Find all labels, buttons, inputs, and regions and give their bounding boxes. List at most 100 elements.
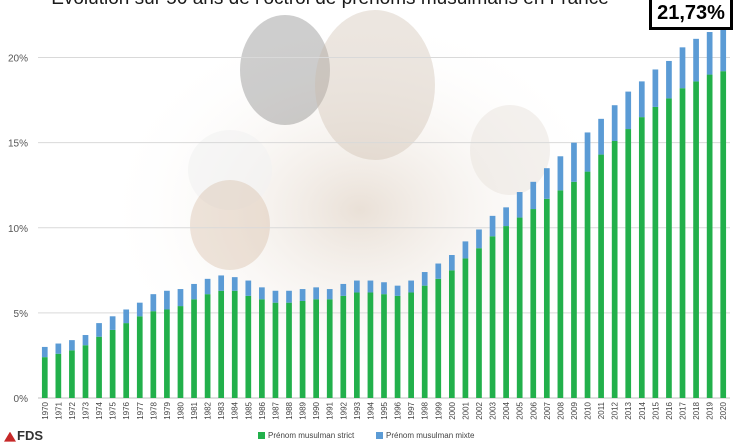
x-tick-label: 1994 bbox=[366, 401, 375, 419]
bar-strict bbox=[476, 248, 482, 398]
x-tick-label: 2011 bbox=[597, 401, 606, 419]
bar-mixte bbox=[516, 192, 523, 218]
bar-strict bbox=[720, 71, 727, 398]
x-tick-label: 2010 bbox=[584, 401, 593, 419]
bar-mixte bbox=[381, 282, 387, 295]
bar-strict bbox=[598, 154, 604, 398]
x-tick-label: 2016 bbox=[665, 401, 674, 419]
legend-item-strict: Prénom musulman strict bbox=[258, 431, 354, 440]
x-tick-label: 1970 bbox=[41, 401, 50, 419]
bar-strict bbox=[462, 258, 469, 398]
x-tick-label: 1988 bbox=[285, 401, 294, 419]
x-tick-label: 2007 bbox=[543, 401, 552, 419]
x-tick-label: 1975 bbox=[109, 401, 118, 419]
x-tick-label: 2008 bbox=[556, 401, 565, 419]
x-tick-label: 2009 bbox=[570, 401, 579, 419]
bar-strict bbox=[408, 292, 414, 398]
x-tick-label: 1999 bbox=[434, 401, 443, 419]
logo: FDS bbox=[4, 428, 43, 443]
bar-strict bbox=[381, 294, 387, 398]
bar-strict bbox=[543, 198, 550, 398]
bar-mixte bbox=[177, 289, 184, 307]
x-tick-label: 1971 bbox=[54, 401, 63, 419]
bar-mixte bbox=[611, 105, 618, 141]
bar-mixte bbox=[666, 60, 672, 99]
x-tick-label: 1977 bbox=[136, 401, 145, 419]
bar-strict bbox=[109, 329, 116, 398]
bar-mixte bbox=[191, 283, 197, 300]
bar-strict bbox=[177, 306, 184, 398]
x-tick-label: 2004 bbox=[502, 401, 511, 419]
x-tick-label: 1974 bbox=[95, 401, 104, 419]
bar-mixte bbox=[679, 47, 686, 89]
x-tick-label: 1979 bbox=[163, 401, 172, 419]
bar-mixte bbox=[245, 280, 252, 296]
bar-strict bbox=[489, 236, 496, 398]
bar-strict bbox=[421, 285, 428, 398]
bar-strict bbox=[571, 181, 577, 398]
bar-strict bbox=[503, 226, 509, 398]
bar-mixte bbox=[367, 280, 374, 293]
legend-swatch-strict bbox=[258, 432, 265, 439]
bar-mixte bbox=[123, 309, 130, 324]
bar-mixte bbox=[259, 287, 265, 300]
x-tick-label: 1984 bbox=[231, 401, 240, 419]
bar-strict bbox=[218, 290, 225, 398]
bar-mixte bbox=[41, 346, 48, 358]
bar-strict bbox=[625, 129, 632, 398]
logo-text: FDS bbox=[17, 428, 43, 443]
bar-mixte bbox=[543, 168, 550, 199]
x-tick-label: 1983 bbox=[217, 401, 226, 419]
x-tick-label: 1996 bbox=[394, 401, 403, 419]
y-tick-label: 0% bbox=[14, 394, 29, 405]
bar-strict bbox=[191, 299, 197, 398]
x-tick-label: 1980 bbox=[176, 401, 185, 419]
bar-mixte bbox=[286, 290, 292, 303]
x-tick-label: 1995 bbox=[380, 401, 389, 419]
x-tick-label: 1990 bbox=[312, 401, 321, 419]
x-tick-label: 1989 bbox=[299, 401, 308, 419]
x-tick-label: 1992 bbox=[339, 401, 348, 419]
legend-swatch-mixte bbox=[376, 432, 383, 439]
bar-strict bbox=[96, 336, 102, 398]
bar-strict bbox=[679, 88, 686, 398]
bar-mixte bbox=[462, 241, 469, 259]
bar-mixte bbox=[82, 335, 89, 346]
bar-mixte bbox=[394, 285, 401, 296]
bar-mixte bbox=[598, 118, 604, 155]
bar-mixte bbox=[571, 142, 577, 182]
x-tick-label: 1991 bbox=[326, 401, 335, 419]
x-tick-label: 2005 bbox=[516, 401, 525, 419]
bar-mixte bbox=[584, 132, 591, 172]
bar-strict bbox=[340, 295, 347, 398]
bar-strict bbox=[136, 316, 143, 398]
x-tick-label: 1986 bbox=[258, 401, 267, 419]
bar-mixte bbox=[408, 280, 414, 293]
bar-mixte bbox=[55, 343, 62, 354]
y-tick-label: 20% bbox=[8, 54, 28, 65]
x-tick-label: 1997 bbox=[407, 401, 416, 419]
x-tick-label: 2019 bbox=[706, 401, 715, 419]
bar-strict bbox=[706, 74, 713, 399]
x-tick-label: 2006 bbox=[529, 401, 538, 419]
bar-strict bbox=[326, 299, 333, 398]
bar-mixte bbox=[421, 272, 428, 286]
x-tick-label: 1998 bbox=[421, 401, 430, 419]
logo-icon bbox=[4, 431, 16, 442]
bar-strict bbox=[82, 345, 89, 398]
x-tick-label: 1985 bbox=[244, 401, 253, 419]
bar-strict bbox=[652, 106, 659, 399]
bar-strict bbox=[245, 295, 252, 398]
bar-mixte bbox=[557, 156, 564, 191]
chart-title: Évolution sur 50 ans de l’octroi de prén… bbox=[0, 0, 660, 10]
bar-strict bbox=[394, 295, 401, 398]
bar-strict bbox=[666, 98, 672, 399]
bar-mixte bbox=[299, 289, 306, 301]
y-tick-label: 15% bbox=[8, 139, 28, 150]
x-tick-label: 2002 bbox=[475, 401, 484, 419]
bar-mixte bbox=[530, 181, 537, 210]
bar-strict bbox=[286, 302, 292, 398]
bar-strict bbox=[557, 190, 564, 398]
bar-strict bbox=[693, 81, 699, 399]
